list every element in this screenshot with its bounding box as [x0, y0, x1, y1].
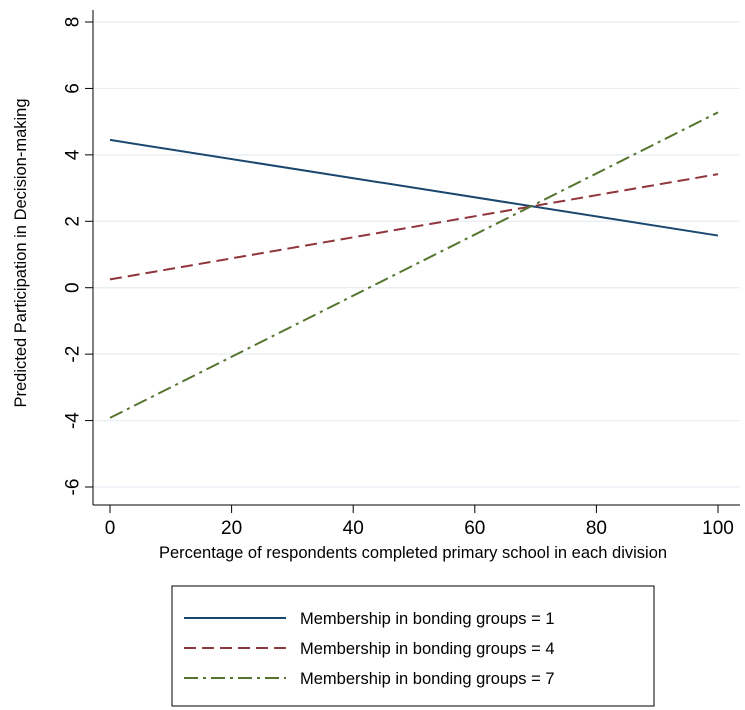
x-tick-label: 20 — [221, 518, 242, 539]
y-tick-label: -2 — [63, 346, 84, 363]
y-axis-title: Predicted Participation in Decision-maki… — [12, 98, 30, 407]
x-axis-title: Percentage of respondents completed prim… — [159, 544, 667, 562]
legend-box — [171, 585, 655, 707]
series-line-1 — [109, 138, 719, 237]
legend-label-3: Membership in bonding groups = 7 — [300, 670, 555, 688]
legend-label-2: Membership in bonding groups = 4 — [300, 640, 555, 658]
y-tick-label: 0 — [63, 282, 84, 293]
y-tick-label: -4 — [63, 412, 84, 429]
y-tick-label: 2 — [63, 216, 84, 227]
x-ticks: 0 20 40 60 80 100 — [105, 505, 734, 539]
axes — [92, 10, 740, 506]
series-lines — [109, 111, 719, 419]
y-tick-label: -6 — [63, 479, 84, 496]
y-tick-label: 6 — [63, 83, 84, 94]
y-ticks: -6 -4 -2 0 2 4 6 8 — [63, 17, 93, 496]
gridlines — [93, 21, 740, 488]
legend: Membership in bonding groups = 1 Membersh… — [171, 585, 655, 707]
x-tick-label: 80 — [586, 518, 607, 539]
y-tick-label: 4 — [63, 149, 84, 160]
x-tick-label: 100 — [702, 518, 734, 539]
x-tick-label: 60 — [464, 518, 485, 539]
series-line-2 — [109, 173, 719, 281]
x-tick-label: 40 — [343, 518, 364, 539]
y-tick-label: 8 — [63, 17, 84, 28]
legend-label-1: Membership in bonding groups = 1 — [300, 610, 555, 628]
x-tick-label: 0 — [105, 518, 116, 539]
series-line-3 — [109, 111, 719, 419]
